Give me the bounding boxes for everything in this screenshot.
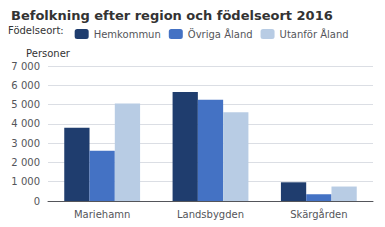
svg-text:Utanför Åland: Utanför Åland xyxy=(280,28,349,40)
svg-text:2 000: 2 000 xyxy=(11,157,40,168)
svg-text:Landsbygden: Landsbygden xyxy=(177,209,244,220)
svg-text:4 000: 4 000 xyxy=(11,118,40,129)
svg-text:1 000: 1 000 xyxy=(11,176,40,187)
svg-text:Befolkning efter region och fö: Befolkning efter region och födelseort 2… xyxy=(11,8,333,23)
svg-text:Födelseort:: Födelseort: xyxy=(8,25,64,36)
svg-text:0: 0 xyxy=(34,196,40,207)
svg-text:3 000: 3 000 xyxy=(11,138,40,149)
svg-text:Hemkommun: Hemkommun xyxy=(94,29,161,40)
svg-text:Skärgården: Skärgården xyxy=(290,208,347,220)
svg-text:6 000: 6 000 xyxy=(11,80,40,91)
svg-text:Övriga Åland: Övriga Åland xyxy=(188,28,253,40)
svg-text:5 000: 5 000 xyxy=(11,99,40,110)
svg-text:Mariehamn: Mariehamn xyxy=(74,209,130,220)
svg-text:Personer: Personer xyxy=(26,48,71,59)
svg-text:7 000: 7 000 xyxy=(11,61,40,72)
